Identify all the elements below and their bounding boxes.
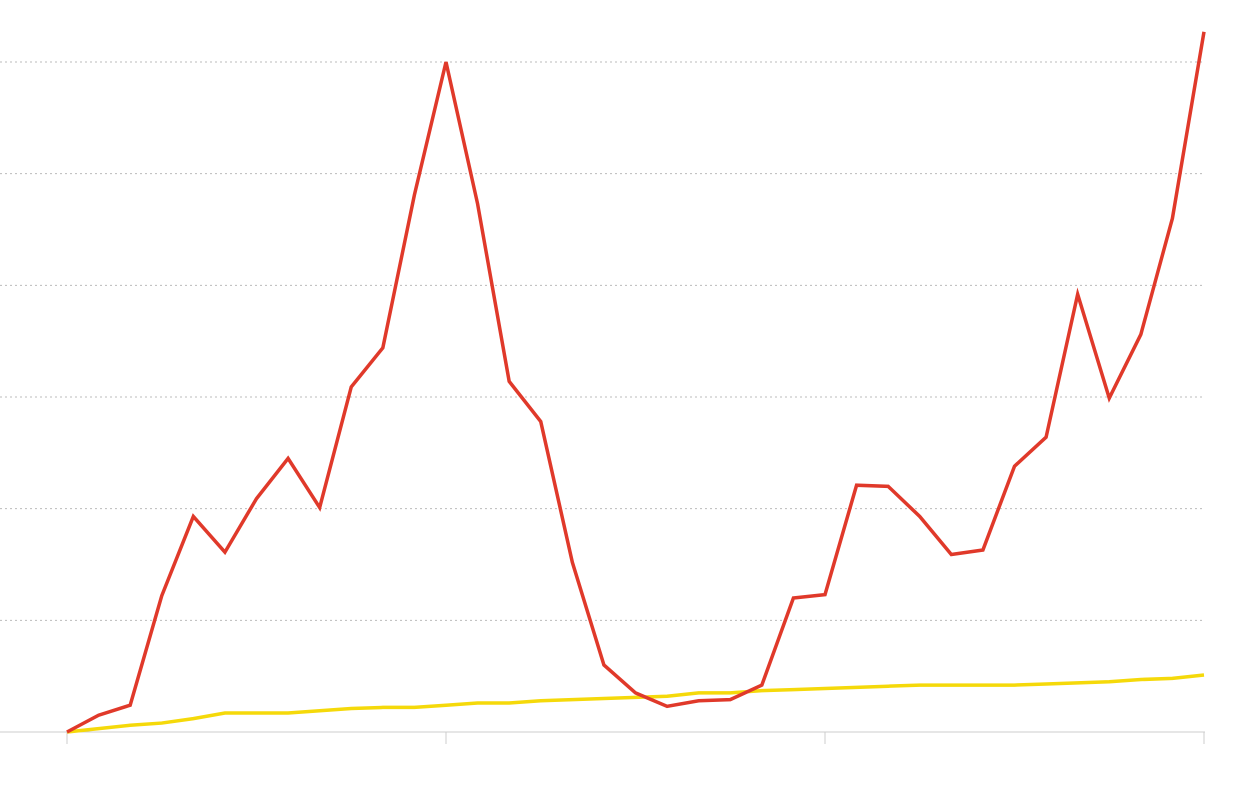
- series-line: [66, 31, 1206, 734]
- series-line: [66, 673, 1205, 734]
